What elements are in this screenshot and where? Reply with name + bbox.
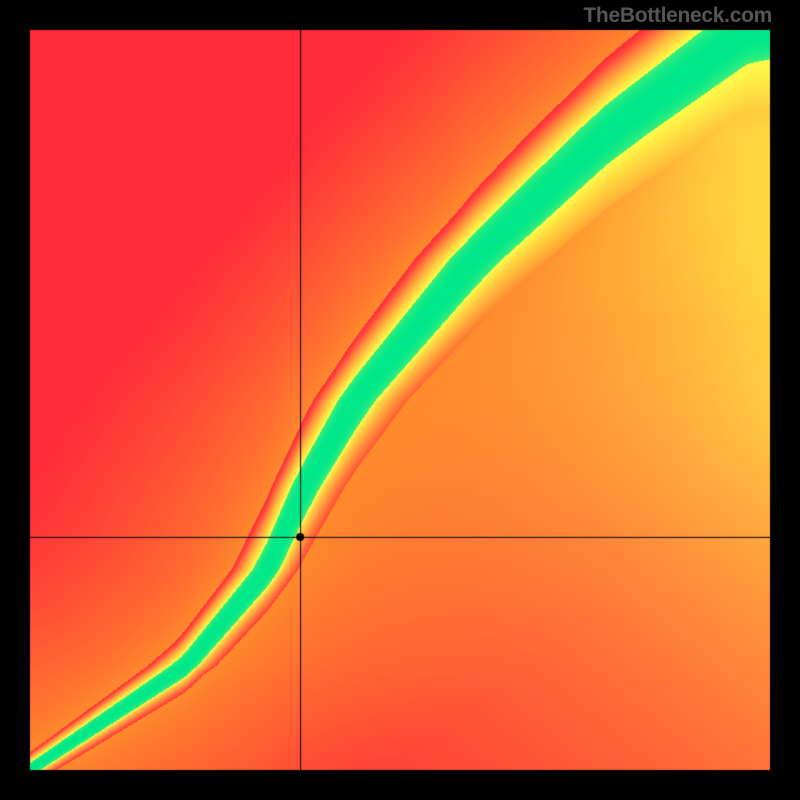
bottleneck-heatmap xyxy=(0,0,800,800)
chart-container: TheBottleneck.com xyxy=(0,0,800,800)
watermark-text: TheBottleneck.com xyxy=(583,4,772,28)
